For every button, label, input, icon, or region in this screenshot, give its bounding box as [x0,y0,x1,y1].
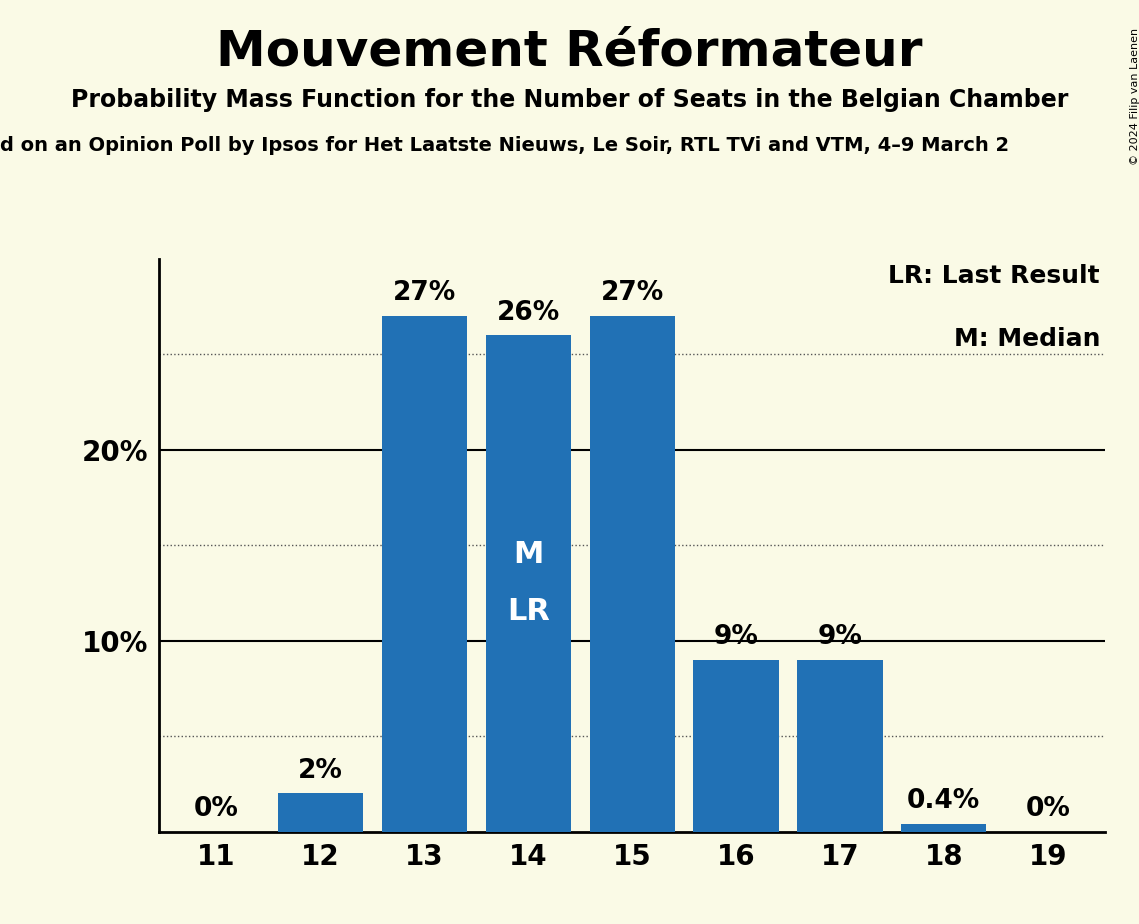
Bar [485,335,571,832]
Text: 9%: 9% [714,625,759,650]
Bar [901,824,986,832]
Text: 0%: 0% [194,796,239,822]
Text: 0.4%: 0.4% [907,788,981,814]
Text: 0%: 0% [1025,796,1071,822]
Text: 2%: 2% [298,758,343,784]
Bar [590,316,674,832]
Text: Mouvement Réformateur: Mouvement Réformateur [216,28,923,76]
Bar [278,794,363,832]
Text: M: M [513,541,543,569]
Text: Probability Mass Function for the Number of Seats in the Belgian Chamber: Probability Mass Function for the Number… [71,88,1068,112]
Text: d on an Opinion Poll by Ipsos for Het Laatste Nieuws, Le Soir, RTL TVi and VTM, : d on an Opinion Poll by Ipsos for Het La… [0,136,1009,155]
Text: © 2024 Filip van Laenen: © 2024 Filip van Laenen [1130,28,1139,164]
Text: 27%: 27% [600,281,664,307]
Text: M: Median: M: Median [953,327,1100,351]
Text: 9%: 9% [818,625,862,650]
Bar [382,316,467,832]
Text: LR: LR [507,598,550,626]
Bar [797,660,883,832]
Text: 27%: 27% [393,281,456,307]
Bar [694,660,779,832]
Text: 26%: 26% [497,299,560,325]
Text: LR: Last Result: LR: Last Result [888,264,1100,288]
